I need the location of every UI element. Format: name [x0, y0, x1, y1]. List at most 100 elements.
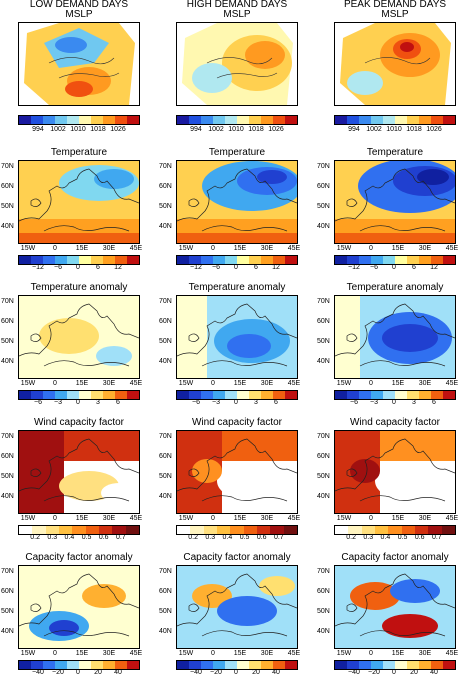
colorbar-segment	[127, 116, 139, 124]
colorbar-segment	[419, 256, 431, 264]
colorbar-segment	[55, 661, 67, 669]
colorbar-segment	[431, 116, 443, 124]
longitude-label: 15E	[391, 515, 405, 522]
colorbar-tick-label: 40	[430, 669, 438, 676]
colorbar-segment	[443, 116, 455, 124]
longitude-label: 15E	[75, 245, 89, 252]
colorbar-segment	[335, 526, 349, 534]
colorbar-segment	[441, 526, 455, 534]
colorbar-tick-label: −3	[211, 399, 220, 406]
temperature-map	[18, 160, 140, 244]
latitude-label: 60N	[1, 453, 14, 460]
latitude-label: 60N	[317, 183, 330, 190]
colorbar-segment	[347, 391, 359, 399]
colorbar-segment	[201, 661, 213, 669]
colorbar-segment	[285, 391, 297, 399]
colorbar-tick-label: 1010	[70, 126, 86, 133]
colorbar-segment	[43, 661, 55, 669]
temperature-anomaly-colorbar	[334, 390, 456, 400]
wind-cf-panel-high: Wind capacity factor 70N 60N 50N 40N 15W 0 15E 3…	[158, 405, 316, 541]
colorbar-tick-label: 20	[410, 669, 418, 676]
colorbar-tick-label: 0	[392, 669, 396, 676]
temperature-map	[334, 160, 456, 244]
latitude-label: 60N	[1, 588, 14, 595]
longitude-label: 15W	[336, 650, 352, 657]
longitude-label: 15W	[178, 515, 194, 522]
colorbar-segment	[19, 661, 31, 669]
latitude-label: 50N	[159, 203, 172, 210]
colorbar-segment	[45, 526, 59, 534]
colorbar-segment	[115, 391, 127, 399]
colorbar-segment	[67, 661, 79, 669]
latitude-label: 40N	[1, 628, 14, 635]
colorbar-segment	[43, 256, 55, 264]
colorbar-segment	[91, 661, 103, 669]
longitude-label: 45E	[445, 380, 459, 387]
colorbar-segment	[213, 661, 225, 669]
colorbar-tick-label: 3	[254, 399, 258, 406]
longitude-label: 15E	[391, 650, 405, 657]
colorbar-segment	[395, 256, 407, 264]
colorbar-segment	[189, 256, 201, 264]
colorbar-segment	[125, 526, 139, 534]
mslp-map	[18, 22, 140, 106]
latitude-label: 50N	[317, 608, 330, 615]
colorbar-segment	[388, 526, 402, 534]
mslp-map	[176, 22, 298, 106]
latitude-label: 70N	[317, 568, 330, 575]
colorbar-tick-label: 0.2	[346, 534, 357, 541]
colorbar-tick-label: 20	[252, 669, 260, 676]
latitude-label: 60N	[159, 183, 172, 190]
colorbar-segment	[55, 116, 67, 124]
colorbar-tick-label: 0	[392, 264, 396, 271]
colorbar-tick-label: 0.5	[81, 534, 92, 541]
colorbar-segment	[273, 256, 285, 264]
colorbar-segment	[361, 526, 375, 534]
colorbar-tick-label: −40	[190, 669, 202, 676]
latitude-label: 40N	[1, 493, 14, 500]
longitude-label: 0	[53, 245, 57, 252]
latitude-label: 40N	[159, 358, 172, 365]
colorbar-tick-label: 0	[234, 264, 238, 271]
temperature-panel-low: Temperature 70N 60N 50N 40N 15W 0 15E 30E 45E −12−…	[0, 135, 158, 271]
colorbar-ticks: −40 −20 0 20 40	[176, 669, 296, 677]
panel-title: Temperature	[366, 147, 424, 158]
colorbar-tick-label: 1026	[426, 126, 442, 133]
colorbar-ticks: 0.2 0.3 0.4 0.5 0.6 0.7	[18, 534, 138, 542]
latitude-label: 70N	[317, 433, 330, 440]
colorbar-tick-label: 40	[114, 669, 122, 676]
colorbar-segment	[359, 661, 371, 669]
colorbar-segment	[249, 661, 261, 669]
temperature-anomaly-colorbar	[18, 390, 140, 400]
colorbar-segment	[395, 661, 407, 669]
latitude-label: 60N	[1, 183, 14, 190]
colorbar-segment	[414, 526, 429, 534]
colorbar-tick-label: −20	[52, 669, 64, 676]
colorbar-tick-label: 1018	[406, 126, 422, 133]
colorbar-segment	[190, 526, 204, 534]
colorbar-segment	[91, 391, 103, 399]
longitude-label: 45E	[129, 245, 143, 252]
colorbar-tick-label: −6	[369, 264, 378, 271]
colorbar-tick-label: −6	[33, 399, 42, 406]
column-subtitle: MSLP	[223, 9, 251, 20]
longitude-label: 15E	[233, 515, 247, 522]
latitude-label: 40N	[159, 493, 172, 500]
mslp-panel-high: 994 1002 1010 1018 1026	[158, 0, 316, 140]
colorbar-ticks: 994 1002 1010 1018 1026	[176, 126, 296, 136]
cf-anomaly-map	[334, 565, 456, 649]
colorbar-tick-label: 1002	[50, 126, 66, 133]
colorbar-segment	[127, 661, 139, 669]
colorbar-segment	[443, 661, 455, 669]
mslp-panel-peak: 994 1002 1010 1018 1026	[316, 0, 474, 140]
panel-title: Temperature anomaly	[188, 282, 286, 293]
wind-cf-panel-peak: Wind capacity factor 70N 60N 50N 40N 15W 0 15E 3…	[316, 405, 474, 541]
longitude-label: 30E	[260, 380, 274, 387]
longitude-label: 15E	[391, 380, 405, 387]
colorbar-segment	[371, 391, 383, 399]
colorbar-segment	[225, 116, 237, 124]
column-subtitle: MSLP	[381, 9, 409, 20]
panel-title: Capacity factor anomaly	[25, 552, 133, 563]
colorbar-segment	[243, 526, 257, 534]
colorbar-segment	[419, 391, 431, 399]
